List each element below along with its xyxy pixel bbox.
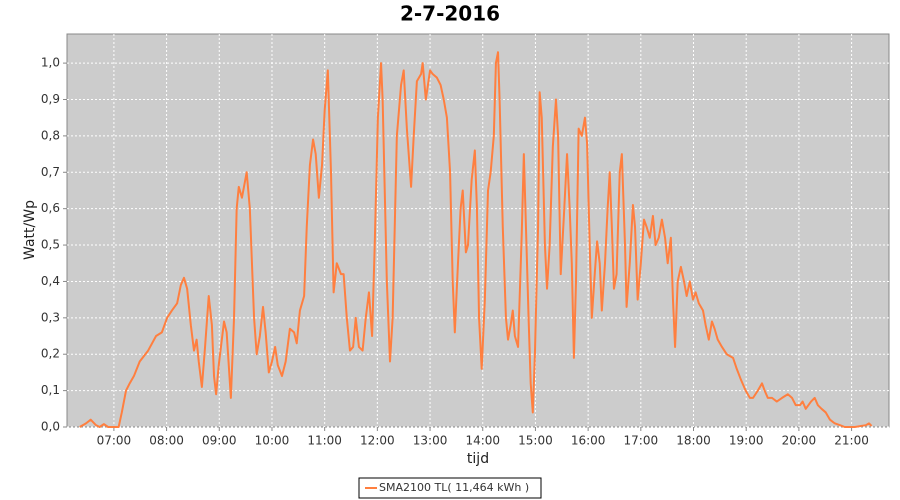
x-tick-label: 16:00: [571, 434, 606, 448]
y-tick-label: 0,0: [41, 420, 60, 434]
x-tick-label: 12:00: [360, 434, 395, 448]
y-tick-label: 0,8: [41, 128, 60, 142]
y-tick-label: 0,4: [41, 274, 60, 288]
x-tick-label: 13:00: [413, 434, 448, 448]
y-axis-label: Watt/Wp: [22, 200, 38, 260]
chart-title: 2-7-2016: [400, 2, 500, 26]
x-tick-label: 17:00: [624, 434, 659, 448]
x-tick-label: 20:00: [782, 434, 817, 448]
x-tick-label: 15:00: [518, 434, 553, 448]
x-tick-label: 09:00: [202, 434, 237, 448]
y-tick-label: 0,5: [41, 238, 60, 252]
x-tick-label: 18:00: [676, 434, 711, 448]
x-tick-label: 11:00: [307, 434, 342, 448]
legend-box: [358, 477, 542, 499]
y-tick-label: 0,3: [41, 310, 60, 324]
y-tick-label: 1,0: [41, 56, 60, 70]
legend-label: SMA2100 TL( 11,464 kWh ): [379, 481, 529, 494]
series-line: [79, 51, 873, 428]
x-tick-label: 10:00: [255, 434, 290, 448]
y-tick-label: 0,9: [41, 92, 60, 106]
x-tick-label: 14:00: [465, 434, 500, 448]
x-tick-label: 19:00: [729, 434, 764, 448]
y-tick-label: 0,6: [41, 201, 60, 215]
y-tick-label: 0,7: [41, 165, 60, 179]
y-tick-label: 0,1: [41, 383, 60, 397]
x-tick-label: 07:00: [97, 434, 132, 448]
y-tick-label: 0,2: [41, 347, 60, 361]
x-axis-label: tijd: [467, 451, 489, 467]
x-tick-label: 08:00: [149, 434, 184, 448]
x-tick-label: 21:00: [834, 434, 869, 448]
